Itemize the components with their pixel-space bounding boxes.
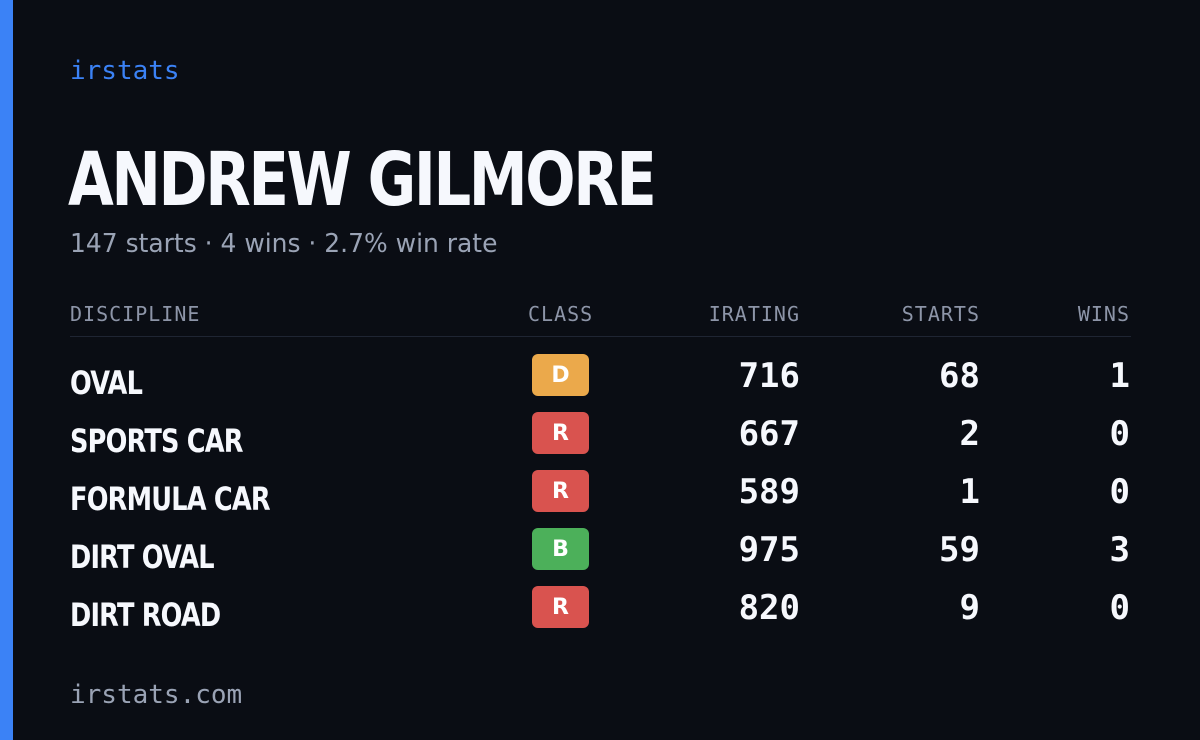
table-row: FORMULA CAR R 589 1 0 <box>70 470 1131 528</box>
table-row: SPORTS CAR R 667 2 0 <box>70 412 1131 470</box>
wins-value: 3 <box>1109 530 1130 570</box>
class-badge: R <box>532 470 589 512</box>
table-row: DIRT ROAD R 820 9 0 <box>70 586 1131 644</box>
starts-value: 68 <box>939 356 980 396</box>
starts-value: 1 <box>959 472 980 512</box>
starts-value: 2 <box>959 414 980 454</box>
class-badge: R <box>532 586 589 628</box>
class-badge: R <box>532 412 589 454</box>
table-row: OVAL D 716 68 1 <box>70 354 1131 412</box>
irating-value: 589 <box>738 472 800 512</box>
header-irating: IRATING <box>708 302 800 326</box>
table-body: OVAL D 716 68 1 SPORTS CAR R 667 2 0 FOR… <box>70 337 1131 644</box>
discipline-name: SPORTS CAR <box>70 422 243 460</box>
driver-name: ANDREW GILMORE <box>68 137 657 223</box>
driver-summary: 147 starts · 4 wins · 2.7% win rate <box>70 229 498 259</box>
irating-value: 667 <box>738 414 800 454</box>
irating-value: 820 <box>738 588 800 628</box>
starts-value: 59 <box>939 530 980 570</box>
discipline-name: DIRT ROAD <box>70 596 221 634</box>
table-row: DIRT OVAL B 975 59 3 <box>70 528 1131 586</box>
discipline-name: DIRT OVAL <box>70 538 215 576</box>
brand-logo: irstats <box>70 56 180 86</box>
header-starts: STARTS <box>901 302 980 326</box>
irating-value: 716 <box>738 356 800 396</box>
table-header: DISCIPLINE CLASS IRATING STARTS WINS <box>70 298 1131 337</box>
irating-value: 975 <box>738 530 800 570</box>
discipline-name: FORMULA CAR <box>70 480 271 518</box>
header-class: CLASS <box>528 302 594 326</box>
accent-bar <box>0 0 13 740</box>
starts-value: 9 <box>959 588 980 628</box>
header-discipline: DISCIPLINE <box>70 302 201 326</box>
discipline-name: OVAL <box>70 364 143 402</box>
wins-value: 0 <box>1109 414 1130 454</box>
stats-table: DISCIPLINE CLASS IRATING STARTS WINS OVA… <box>70 298 1131 644</box>
wins-value: 0 <box>1109 472 1130 512</box>
header-wins: WINS <box>1077 302 1130 326</box>
footer-url: irstats.com <box>70 680 243 710</box>
wins-value: 0 <box>1109 588 1130 628</box>
wins-value: 1 <box>1109 356 1130 396</box>
class-badge: D <box>532 354 589 396</box>
class-badge: B <box>532 528 589 570</box>
